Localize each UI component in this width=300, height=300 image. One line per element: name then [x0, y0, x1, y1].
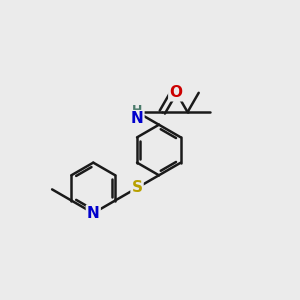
Text: N: N	[87, 206, 100, 221]
Text: O: O	[169, 85, 182, 100]
Text: H: H	[132, 104, 142, 117]
Text: S: S	[131, 180, 142, 195]
Text: N: N	[131, 111, 143, 126]
